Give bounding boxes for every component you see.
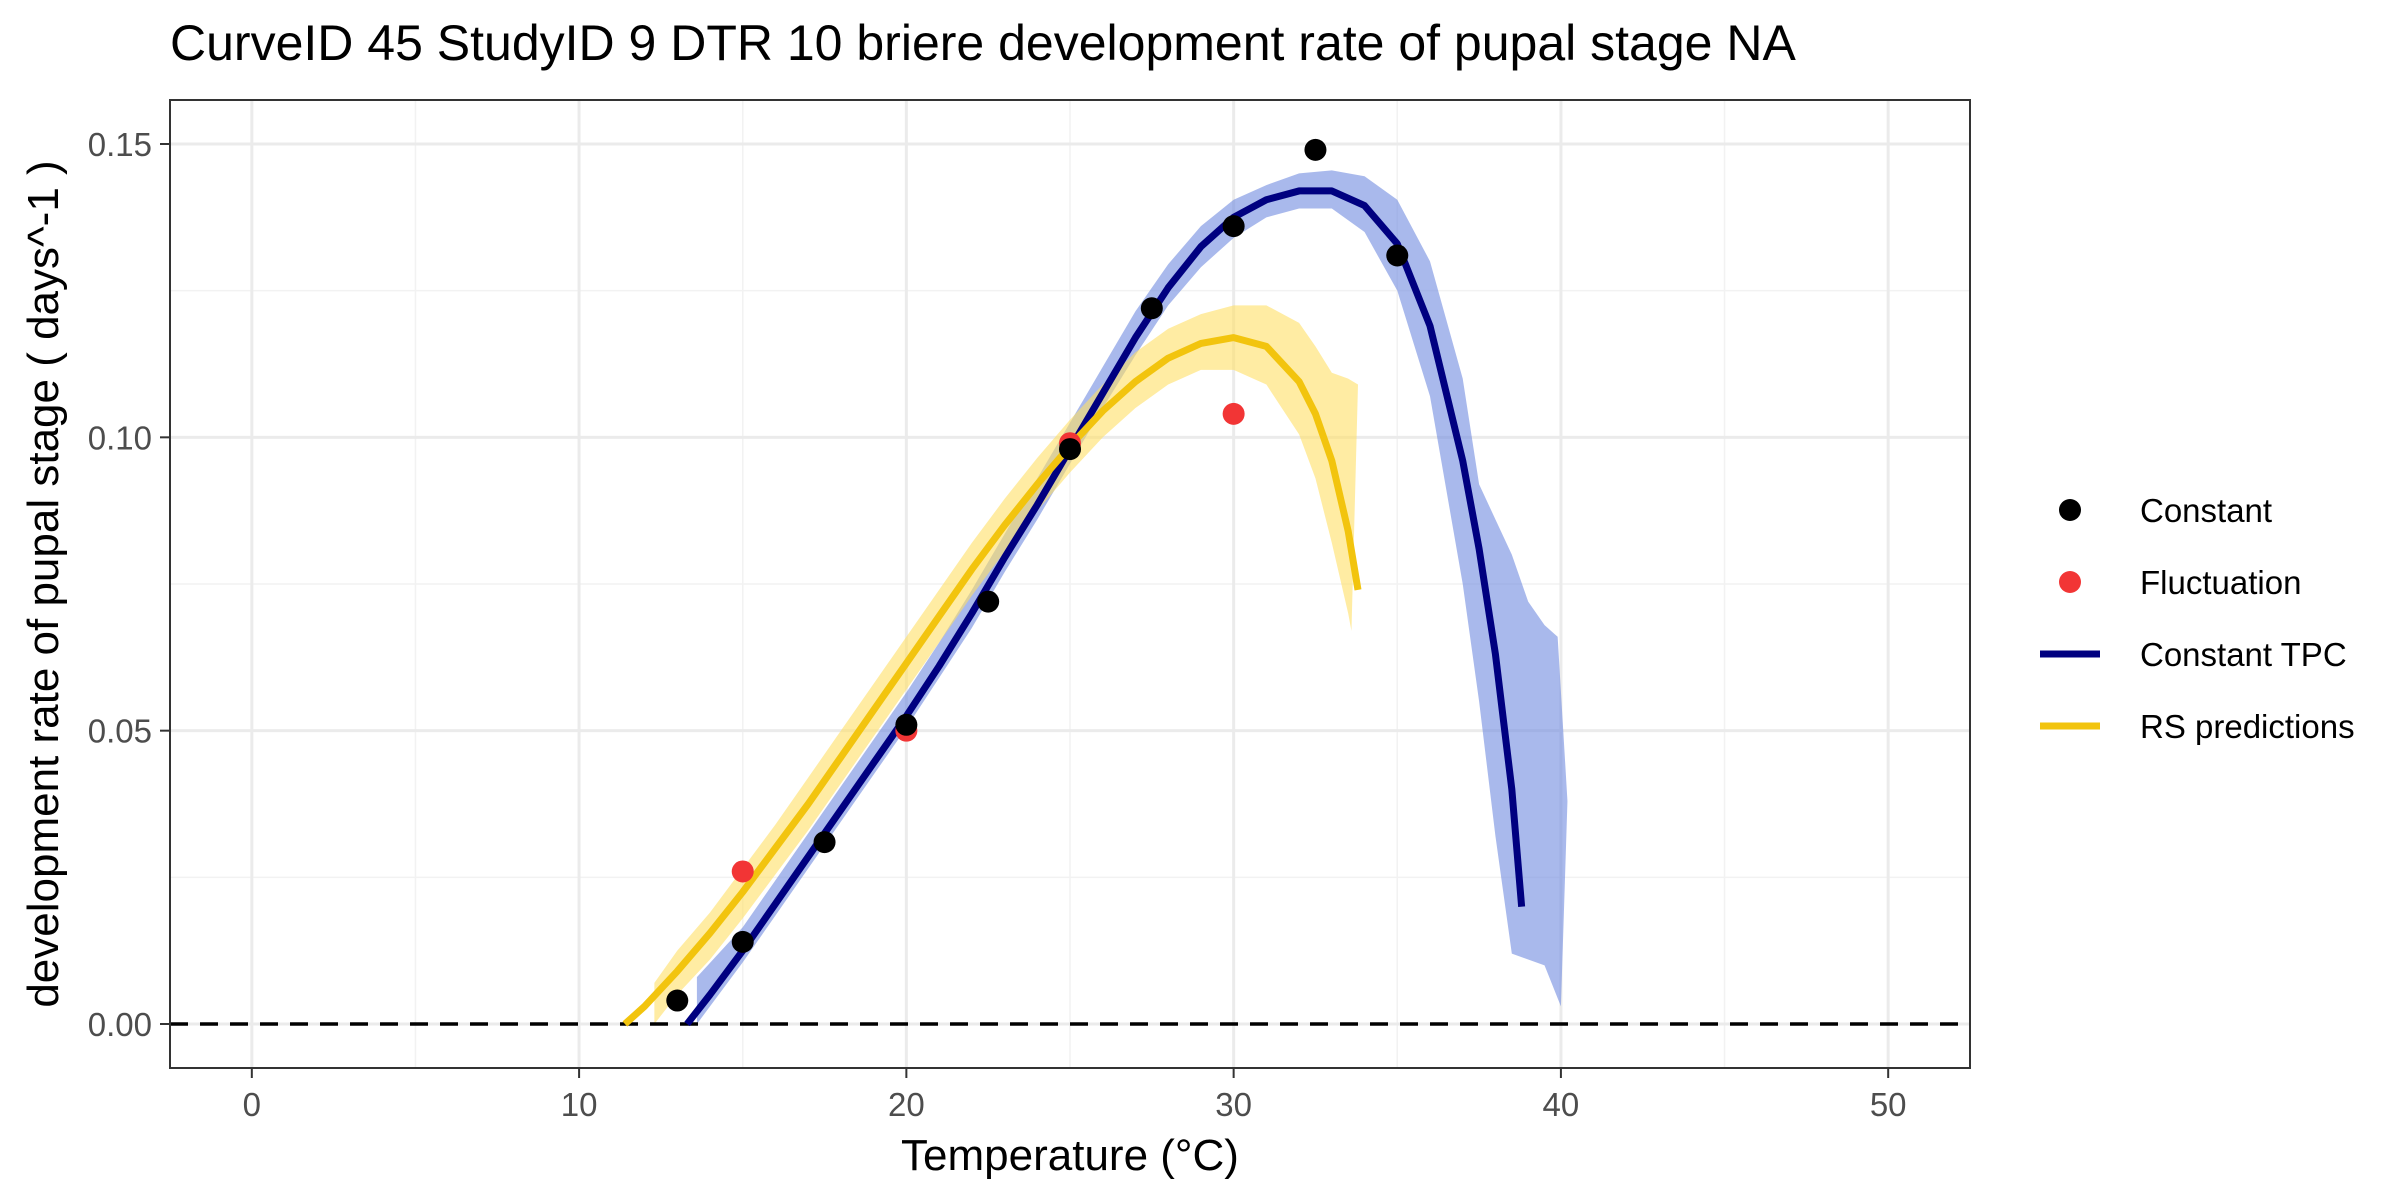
constant-tpc-line	[684, 187, 1526, 1027]
x-tick-label: 10	[561, 1086, 598, 1123]
y-axis: 0.00 0.05 0.10 0.15	[88, 126, 170, 1043]
legend-label: Constant TPC	[2140, 636, 2347, 673]
rs-predictions-confidence-band	[654, 305, 1358, 1024]
x-axis: 0 10 20 30 40 50	[243, 1068, 1907, 1123]
constant-point	[1059, 438, 1081, 461]
constant-point	[1304, 138, 1327, 161]
x-tick-label: 40	[1543, 1086, 1580, 1123]
legend-label: Fluctuation	[2140, 564, 2301, 601]
data-points	[666, 138, 1409, 1012]
constant-point	[731, 930, 754, 953]
y-axis-title: development rate of pupal stage ( days^-…	[19, 160, 68, 1007]
x-tick-label: 50	[1870, 1086, 1907, 1123]
x-tick-label: 0	[243, 1086, 261, 1123]
legend-key-fluctuation	[2059, 571, 2081, 593]
fluctuation-point	[731, 860, 754, 883]
plot-area	[169, 99, 1971, 1069]
constant-point	[1140, 297, 1163, 320]
y-tick-label: 0.05	[88, 713, 152, 750]
constant-point	[1222, 215, 1245, 238]
x-tick-label: 30	[1215, 1086, 1252, 1123]
constant-point	[666, 989, 689, 1012]
rs-predictions-line	[622, 334, 1362, 1027]
constant-point	[813, 831, 836, 854]
legend-item-fluctuation: Fluctuation	[2059, 564, 2301, 601]
x-tick-label: 20	[888, 1086, 925, 1123]
legend-item-constant: Constant	[2059, 492, 2272, 529]
legend-item-constant-tpc: Constant TPC	[2040, 636, 2347, 673]
legend-item-rs-predictions: RS predictions	[2040, 708, 2355, 745]
constant-point	[895, 713, 918, 736]
y-tick-label: 0.15	[88, 126, 152, 163]
chart-title: CurveID 45 StudyID 9 DTR 10 briere devel…	[170, 15, 1796, 71]
constant-point	[1386, 244, 1409, 267]
legend-key-constant	[2059, 499, 2081, 521]
constant-point	[977, 590, 1000, 613]
y-tick-label: 0.10	[88, 419, 152, 456]
y-tick-label: 0.00	[88, 1006, 152, 1043]
plot-border	[169, 99, 1971, 1069]
legend-label: RS predictions	[2140, 708, 2355, 745]
fit-lines	[622, 187, 1526, 1027]
fluctuation-point	[1222, 402, 1245, 425]
legend: Constant Fluctuation Constant TPC RS predic…	[2040, 492, 2355, 745]
legend-label: Constant	[2140, 492, 2272, 529]
x-axis-title: Temperature (°C)	[901, 1131, 1239, 1180]
